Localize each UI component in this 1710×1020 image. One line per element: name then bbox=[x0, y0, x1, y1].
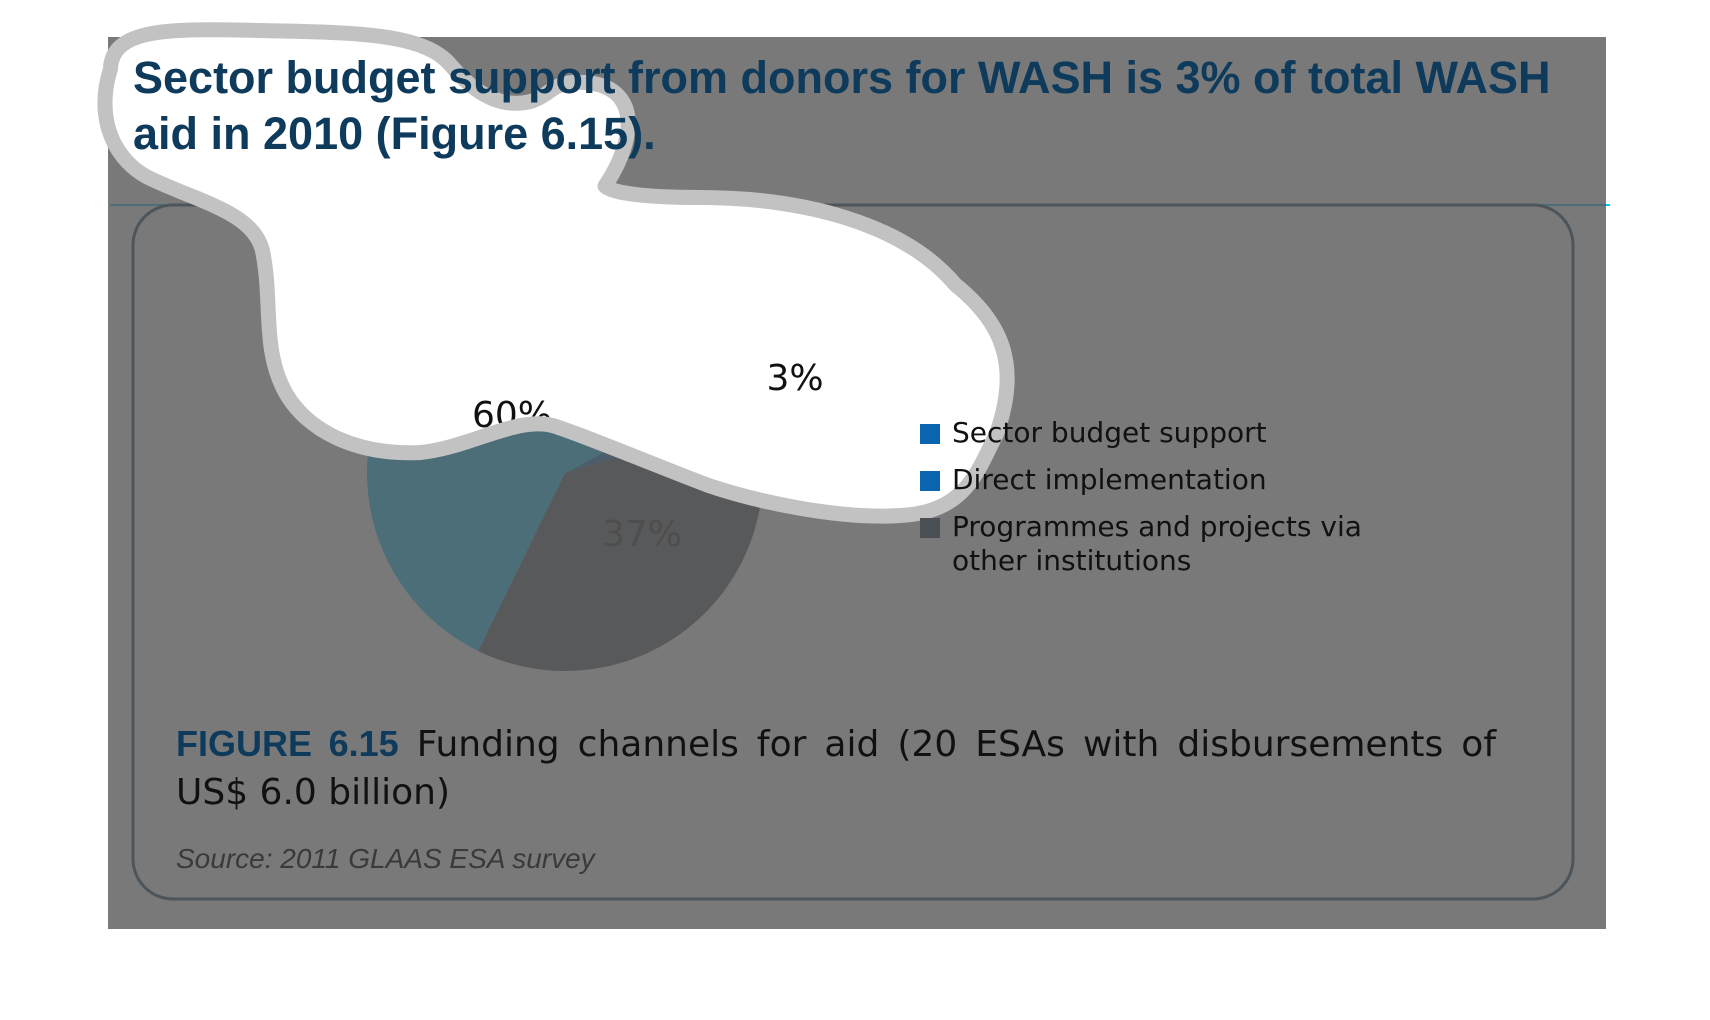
legend-item: Programmes and projects via other instit… bbox=[920, 510, 1372, 578]
legend-item: Sector budget support bbox=[920, 416, 1372, 450]
page-heading: Sector budget support from donors for WA… bbox=[133, 52, 1551, 159]
figure-caption-text: Funding channels for aid (20 ESAs with d… bbox=[176, 724, 1496, 813]
legend-item: Direct implementation bbox=[920, 463, 1372, 497]
legend-swatch bbox=[920, 471, 940, 491]
legend-label: Sector budget support bbox=[952, 416, 1267, 449]
pie-label-3-percent: 3% bbox=[766, 358, 823, 399]
figure-caption: FIGURE 6.15 Funding channels for aid (20… bbox=[176, 720, 1496, 817]
legend-label: Direct implementation bbox=[952, 463, 1267, 496]
figure-number: FIGURE 6.15 bbox=[176, 723, 399, 764]
legend-label: Programmes and projects via other instit… bbox=[952, 510, 1362, 577]
figure-source: Source: 2011 GLAAS ESA survey bbox=[176, 843, 595, 874]
legend-swatch bbox=[920, 518, 940, 538]
chart-legend: Sector budget support Direct implementati… bbox=[920, 416, 1372, 591]
legend-swatch bbox=[920, 424, 940, 444]
